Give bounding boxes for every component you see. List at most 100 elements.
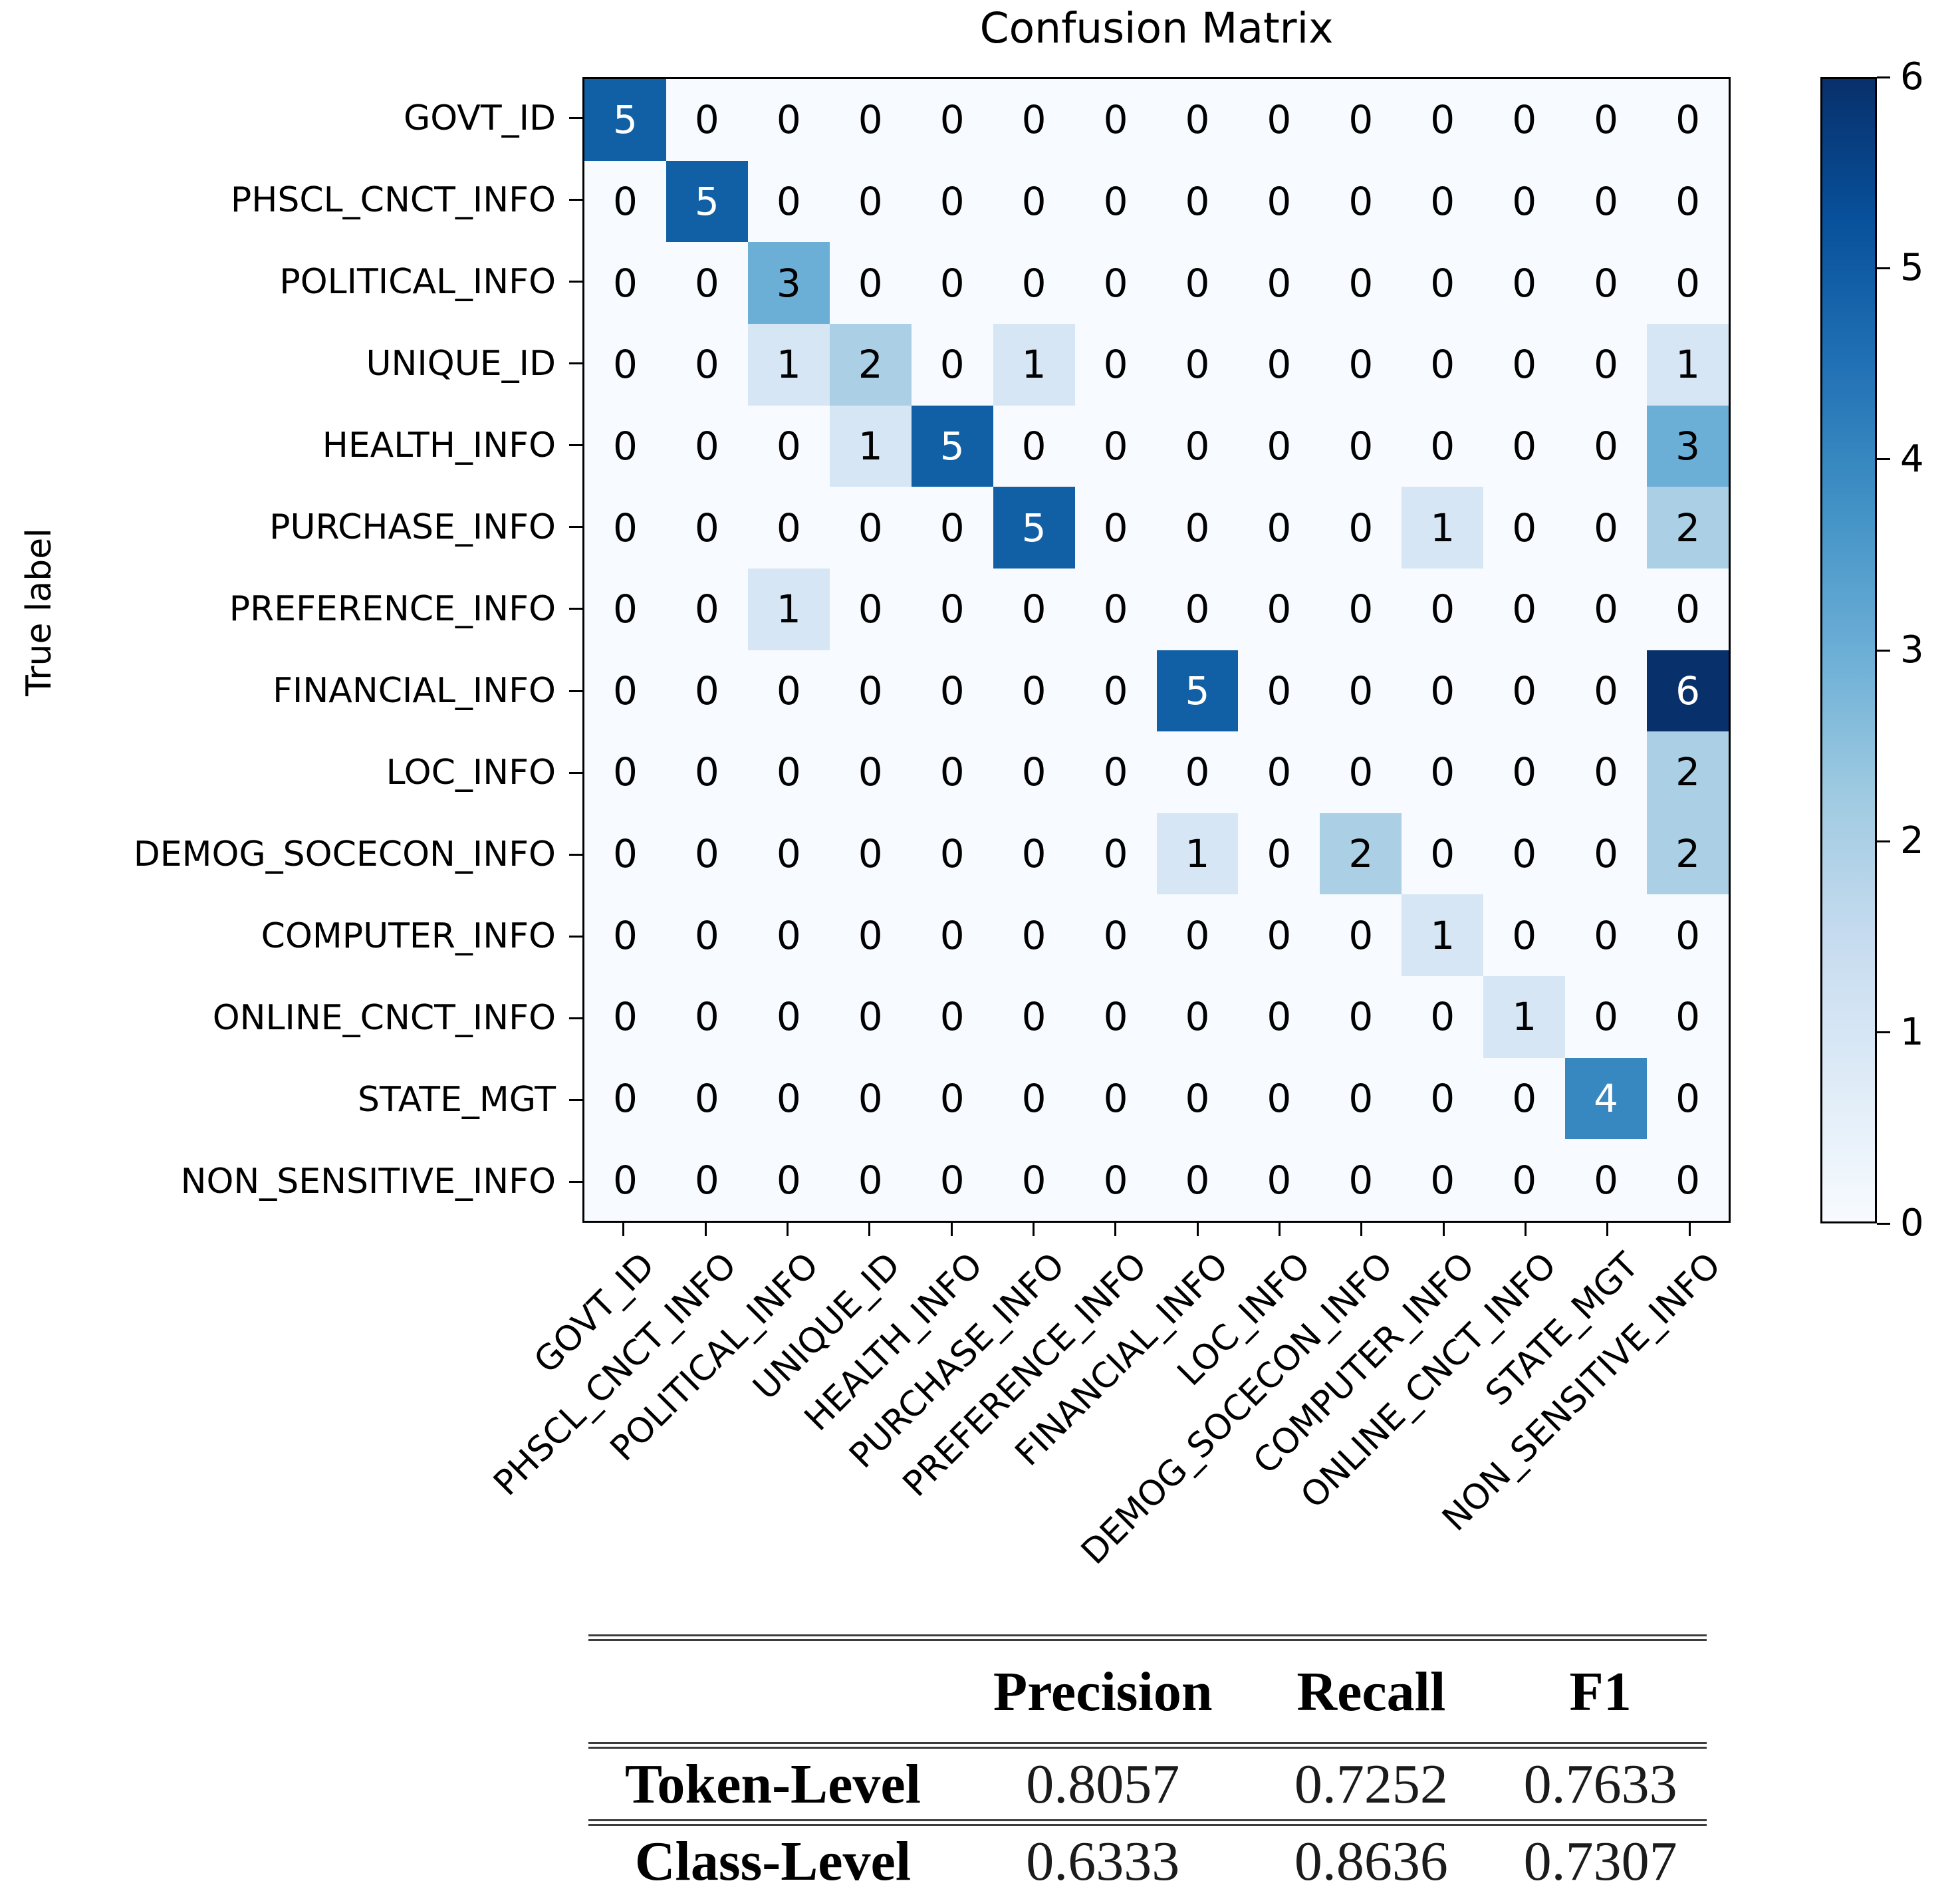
x-tick-mark: [1360, 1223, 1363, 1236]
matrix-cell: 0: [829, 79, 912, 161]
row-label: Token-Level: [625, 1753, 921, 1815]
matrix-cell: 0: [1156, 731, 1239, 813]
matrix-cell: 0: [1320, 160, 1402, 243]
matrix-cell: 0: [747, 405, 830, 487]
matrix-cell: 0: [1074, 894, 1157, 977]
matrix-cell: 0: [1074, 1139, 1157, 1221]
matrix-cell: 5: [993, 487, 1075, 569]
y-tick-label: FINANCIAL_INFO: [273, 671, 556, 711]
y-tick-mark: [569, 771, 582, 774]
matrix-cell: 0: [1565, 568, 1648, 650]
matrix-cell: 1: [1402, 487, 1484, 569]
matrix-cell: 0: [1402, 1139, 1484, 1221]
class-f1: 0.7307: [1523, 1830, 1677, 1892]
table-header-f1: F1: [1569, 1660, 1632, 1723]
matrix-cell: 0: [911, 894, 993, 977]
matrix-cell: 5: [911, 405, 993, 487]
matrix-cell: 0: [666, 242, 748, 324]
colorbar-tick-mark: [1877, 1031, 1890, 1034]
matrix-cell: 0: [1483, 650, 1566, 732]
matrix-cell: 0: [993, 731, 1075, 813]
matrix-cell: 0: [666, 1139, 748, 1221]
table-row-token-level: Token-Level 0.8057 0.7252 0.7633: [588, 1749, 1707, 1819]
colorbar-tick-label: 4: [1900, 437, 1924, 481]
matrix-cell: 0: [911, 731, 993, 813]
matrix-cell: 0: [1320, 568, 1402, 650]
matrix-cell: 0: [1565, 976, 1648, 1058]
matrix-cell: 0: [666, 79, 748, 161]
y-tick-mark: [569, 1180, 582, 1183]
matrix-cell: 0: [1320, 976, 1402, 1058]
chart-title: Confusion Matrix: [979, 4, 1334, 53]
colorbar-tick-label: 2: [1900, 819, 1924, 863]
matrix-cell: 1: [747, 568, 830, 650]
row-label: Class-Level: [634, 1830, 912, 1892]
table-row-class-level: Class-Level 0.6333 0.8636 0.7307: [588, 1826, 1707, 1896]
matrix-cell: 0: [1156, 405, 1239, 487]
y-tick-label: ONLINE_CNCT_INFO: [212, 998, 556, 1039]
matrix-cell: 0: [1238, 323, 1320, 406]
matrix-cell: 0: [1320, 242, 1402, 324]
matrix-cell: 0: [584, 323, 666, 406]
x-tick-mark: [950, 1223, 953, 1236]
matrix-cell: 0: [1320, 487, 1402, 569]
y-tick-label: STATE_MGT: [358, 1080, 556, 1120]
matrix-cell: 0: [584, 568, 666, 650]
matrix-cell: 0: [829, 568, 912, 650]
x-tick-mark: [1606, 1223, 1609, 1236]
colorbar-tick-label: 1: [1900, 1010, 1924, 1054]
matrix-cell: 0: [1074, 405, 1157, 487]
matrix-cell: 0: [1238, 79, 1320, 161]
matrix-cell: 0: [911, 976, 993, 1058]
matrix-cell: 0: [1565, 323, 1648, 406]
y-tick-mark: [569, 362, 582, 365]
matrix-cell: 0: [829, 650, 912, 732]
matrix-cell: 0: [666, 731, 748, 813]
colorbar-tick-mark: [1877, 458, 1890, 461]
colorbar: [1820, 77, 1877, 1223]
matrix-cell: 0: [1647, 79, 1729, 161]
matrix-cell: 0: [1647, 1057, 1729, 1140]
matrix-cell: 0: [1238, 976, 1320, 1058]
matrix-cell: 0: [993, 1139, 1075, 1221]
matrix-cell: 6: [1647, 650, 1729, 732]
metrics-table: Precision Recall F1 Token-Level 0.8057 0…: [588, 1634, 1707, 1896]
matrix-cell: 0: [666, 405, 748, 487]
table-rule-mid-2: [588, 1819, 1707, 1826]
matrix-cell: 4: [1565, 1057, 1648, 1140]
y-tick-mark: [569, 199, 582, 201]
matrix-cell: 0: [1565, 894, 1648, 977]
matrix-cell: 3: [1647, 405, 1729, 487]
x-tick-mark: [1279, 1223, 1281, 1236]
matrix-cell: 0: [829, 731, 912, 813]
matrix-cell: 0: [1402, 79, 1484, 161]
matrix-cell: 0: [1483, 79, 1566, 161]
matrix-cell: 0: [993, 813, 1075, 895]
matrix-cell: 1: [1402, 894, 1484, 977]
x-tick-mark: [1688, 1223, 1691, 1236]
matrix-cell: 0: [1074, 487, 1157, 569]
colorbar-tick-label: 0: [1900, 1202, 1924, 1245]
matrix-cell: 0: [1238, 813, 1320, 895]
y-tick-label: COMPUTER_INFO: [261, 916, 556, 957]
matrix-cell: 0: [1074, 160, 1157, 243]
table-rule-mid-1: [588, 1742, 1707, 1749]
y-tick-label: UNIQUE_ID: [366, 343, 556, 384]
matrix-cell: 0: [1647, 160, 1729, 243]
matrix-cell: 0: [1320, 894, 1402, 977]
x-tick-mark: [786, 1223, 789, 1236]
matrix-cell: 0: [829, 894, 912, 977]
matrix-cell: 0: [993, 79, 1075, 161]
matrix-cell: 0: [1483, 1139, 1566, 1221]
matrix-cell: 1: [993, 323, 1075, 406]
matrix-cell: 0: [911, 79, 993, 161]
matrix-cell: 0: [1320, 323, 1402, 406]
matrix-cell: 0: [1156, 894, 1239, 977]
matrix-cell: 0: [1156, 242, 1239, 324]
matrix-cell: 0: [993, 160, 1075, 243]
matrix-cell: 0: [1647, 568, 1729, 650]
matrix-cell: 0: [1483, 405, 1566, 487]
y-tick-label: DEMOG_SOCECON_INFO: [133, 834, 556, 875]
